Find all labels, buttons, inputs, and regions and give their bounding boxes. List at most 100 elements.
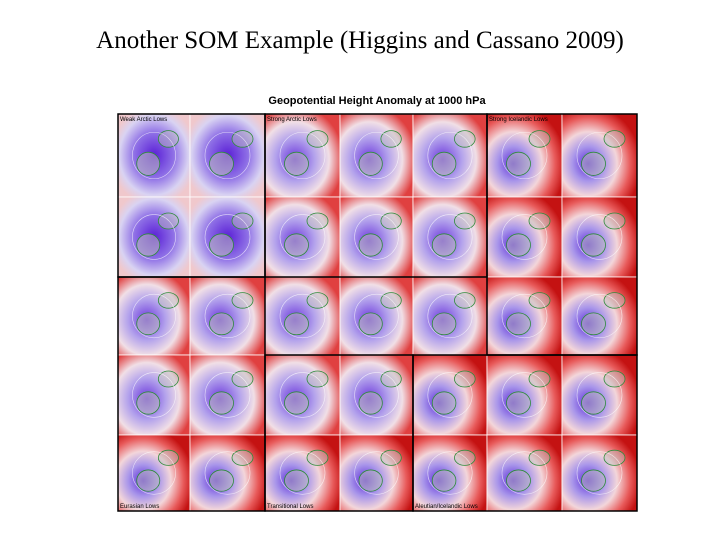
land-mass xyxy=(284,391,309,415)
land-mass xyxy=(157,292,179,309)
land-mass xyxy=(581,233,606,257)
land-mass xyxy=(358,391,383,415)
land-mass xyxy=(209,312,234,336)
land-mass xyxy=(136,469,161,492)
group-borders xyxy=(117,113,638,512)
land-mass xyxy=(157,130,179,148)
land-mass xyxy=(454,449,476,466)
contour xyxy=(279,372,326,418)
land-mass xyxy=(603,292,626,309)
contour xyxy=(354,451,399,495)
land-mass xyxy=(454,212,476,230)
land-mass xyxy=(431,233,457,257)
contour xyxy=(501,131,548,180)
contour xyxy=(132,214,176,260)
map-grid xyxy=(117,113,638,512)
contour xyxy=(427,372,473,418)
contour xyxy=(354,293,399,339)
group-label: Strong Icelandic Lows xyxy=(489,117,548,123)
contour xyxy=(279,451,326,495)
land-mass xyxy=(431,391,457,415)
land-mass xyxy=(231,449,254,466)
contour xyxy=(427,131,473,180)
contour xyxy=(354,214,399,260)
land-mass xyxy=(581,469,606,492)
land-mass xyxy=(136,312,161,336)
group-label: Transitional Lows xyxy=(267,504,313,510)
land-mass xyxy=(136,233,161,257)
land-mass xyxy=(209,233,234,257)
land-mass xyxy=(431,151,457,176)
land-mass xyxy=(157,212,179,230)
land-mass xyxy=(454,130,476,148)
land-mass xyxy=(231,212,254,230)
contour xyxy=(204,214,251,260)
contour xyxy=(279,214,326,260)
land-mass xyxy=(603,212,626,230)
contour xyxy=(501,293,548,339)
land-mass xyxy=(380,292,402,309)
group-label: Strong Arctic Lows xyxy=(267,117,317,123)
contour xyxy=(204,293,251,339)
contour xyxy=(427,293,473,339)
land-mass xyxy=(506,469,531,492)
land-mass xyxy=(284,233,309,257)
land-mass xyxy=(454,370,476,388)
land-mass xyxy=(136,151,161,176)
land-mass xyxy=(284,151,309,176)
slide-title: Another SOM Example (Higgins and Cassano… xyxy=(96,27,624,54)
group-label: Aleutian/Icelandic Lows xyxy=(415,504,478,510)
contour xyxy=(132,293,176,339)
contour xyxy=(279,131,326,180)
land-mass xyxy=(581,151,606,176)
contour xyxy=(501,451,548,495)
contour xyxy=(204,372,251,418)
contour xyxy=(132,131,176,180)
land-mass xyxy=(506,151,531,176)
land-mass xyxy=(454,292,476,309)
contour xyxy=(132,451,176,495)
land-mass xyxy=(358,151,383,176)
figure-title: Geopotential Height Anomaly at 1000 hPa xyxy=(268,95,486,107)
contour xyxy=(576,214,623,260)
contour xyxy=(427,451,473,495)
land-mass xyxy=(358,469,383,492)
land-mass xyxy=(380,370,402,388)
land-mass xyxy=(157,370,179,388)
group-label: Eurasian Lows xyxy=(120,504,159,510)
land-mass xyxy=(380,449,402,466)
group-label: Weak Arctic Lows xyxy=(120,117,167,123)
land-mass xyxy=(136,391,161,415)
land-mass xyxy=(528,449,551,466)
contour xyxy=(576,293,623,339)
land-mass xyxy=(209,391,234,415)
land-mass xyxy=(358,233,383,257)
land-mass xyxy=(209,469,234,492)
land-mass xyxy=(284,469,309,492)
land-mass xyxy=(306,130,329,148)
land-mass xyxy=(157,449,179,466)
land-mass xyxy=(528,292,551,309)
land-mass xyxy=(306,370,329,388)
contour xyxy=(576,451,623,495)
land-mass xyxy=(380,212,402,230)
land-mass xyxy=(581,312,606,336)
land-mass xyxy=(528,212,551,230)
contour xyxy=(132,372,176,418)
contour xyxy=(576,131,623,180)
contour xyxy=(204,131,251,180)
land-mass xyxy=(581,391,606,415)
contour xyxy=(354,372,399,418)
land-mass xyxy=(528,130,551,148)
land-mass xyxy=(431,469,457,492)
land-mass xyxy=(209,151,234,176)
land-mass xyxy=(506,391,531,415)
contour xyxy=(501,372,548,418)
contour xyxy=(204,451,251,495)
contour xyxy=(427,214,473,260)
contour xyxy=(501,214,548,260)
land-mass xyxy=(231,370,254,388)
land-mass xyxy=(284,312,309,336)
land-mass xyxy=(306,449,329,466)
